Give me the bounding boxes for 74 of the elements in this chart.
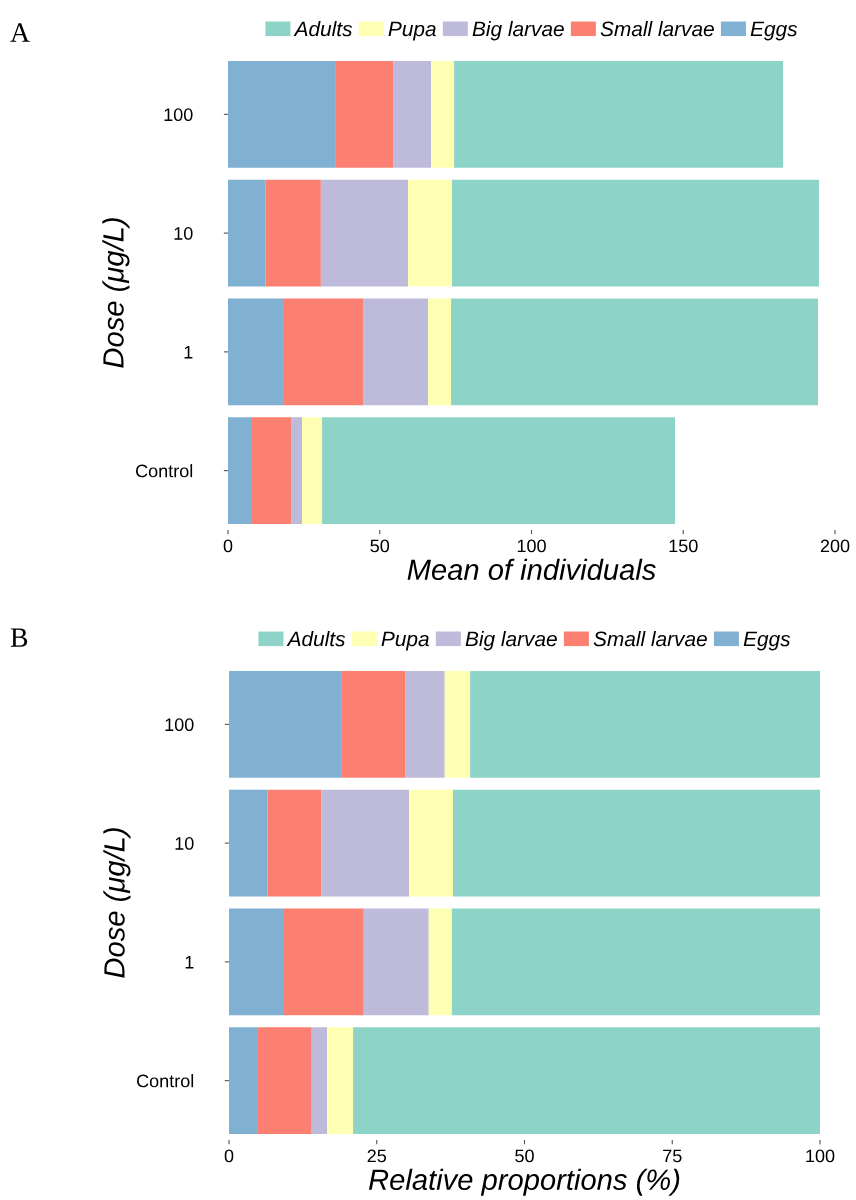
legend-label: Big larvae — [465, 631, 557, 651]
legend-label: Small larvae — [593, 631, 707, 647]
bar — [282, 298, 364, 406]
text: A — [10, 23, 30, 42]
legend-label: Pupa — [388, 21, 436, 41]
x-axis-title: Mean of individuals — [407, 558, 656, 581]
bar — [451, 179, 819, 287]
x-tick-label: 0 — [224, 1149, 234, 1163]
legend-label: Eggs — [750, 21, 798, 41]
legend-label: Small larvae — [600, 21, 714, 37]
bar — [228, 60, 336, 168]
y-tick-label: 100 — [164, 108, 193, 122]
legend-label: Pupa — [381, 631, 429, 651]
y-tick-label: 10 — [175, 837, 194, 850]
bar — [228, 179, 266, 287]
bar — [451, 298, 818, 406]
legend-label: Eggs — [743, 631, 791, 651]
bar — [322, 417, 676, 525]
y-tick-label: 10 — [174, 227, 193, 240]
x-tick-label: 100 — [806, 1149, 835, 1163]
bar — [321, 789, 410, 897]
x-tick-label: 50 — [515, 1149, 534, 1163]
bar — [228, 298, 283, 406]
x-tick-label: 150 — [669, 539, 698, 553]
x-tick-label: 25 — [367, 1149, 387, 1163]
bar — [454, 60, 784, 168]
bar — [444, 670, 471, 778]
bar — [407, 179, 452, 287]
bar — [257, 1027, 312, 1135]
bar — [265, 179, 321, 287]
y-axis-title: Dose (μg/L) — [102, 218, 130, 368]
bar — [363, 908, 429, 1016]
y-tick-label: 1 — [184, 346, 193, 359]
y-axis-title: Dose (μg/L) — [103, 828, 131, 978]
x-tick-label: 50 — [370, 539, 390, 553]
bar — [251, 417, 292, 525]
bar — [320, 179, 408, 287]
x-tick-label: 75 — [663, 1149, 682, 1163]
y-tick-label: Control — [136, 1074, 194, 1088]
bar — [229, 789, 268, 897]
bar — [267, 789, 322, 897]
bar — [291, 417, 303, 525]
bar — [228, 417, 252, 525]
x-tick-label: 0 — [223, 539, 233, 553]
legend-label: Adults — [293, 21, 353, 37]
bar — [229, 1027, 258, 1135]
legend-label: Adults — [286, 631, 346, 647]
bar — [452, 789, 820, 897]
bar — [428, 298, 452, 406]
y-tick-label: 100 — [165, 718, 194, 732]
y-tick-label: Control — [135, 464, 193, 478]
x-tick-label: 100 — [517, 539, 546, 553]
bar — [229, 908, 284, 1016]
y-tick-label: 1 — [185, 956, 194, 969]
bar — [363, 298, 429, 406]
bar — [470, 670, 820, 778]
x-axis-title: Relative proportions (%) — [368, 1168, 680, 1196]
bar — [283, 908, 364, 1016]
x-tick-label: 200 — [820, 539, 850, 553]
bar — [327, 1027, 354, 1135]
text: B — [10, 628, 28, 647]
bar — [229, 670, 342, 778]
bar — [311, 1027, 328, 1135]
bar — [353, 1027, 820, 1135]
bar — [428, 908, 452, 1016]
bar — [405, 670, 445, 778]
bar — [451, 908, 820, 1016]
bar — [393, 60, 432, 168]
bar — [302, 417, 323, 525]
bar — [431, 60, 455, 168]
bar — [341, 670, 406, 778]
bar — [409, 789, 453, 897]
bar — [335, 60, 394, 168]
legend-label: Big larvae — [472, 21, 564, 41]
